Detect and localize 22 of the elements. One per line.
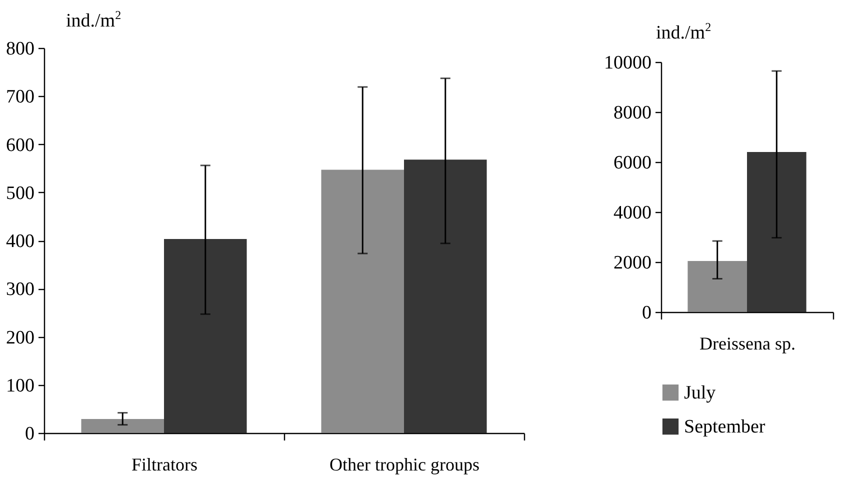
y-axis-title: ind./m$^{2}$ bbox=[66, 8, 122, 32]
y-tick-label: 300 bbox=[6, 279, 34, 300]
y-tick-label: 6000 bbox=[614, 152, 652, 174]
x-tick-label: Other trophic groups bbox=[330, 454, 480, 474]
y-tick-label: 8000 bbox=[614, 102, 652, 124]
x-tick-label: Dreissena sp. bbox=[700, 334, 796, 354]
y-tick-label: 600 bbox=[6, 134, 34, 156]
y-tick-label: 400 bbox=[6, 231, 34, 252]
y-tick-label: 200 bbox=[6, 327, 34, 348]
y-tick-label: 10000 bbox=[604, 52, 652, 74]
y-axis-title: ind./m$^{2}$ bbox=[656, 20, 712, 44]
y-tick-label: 100 bbox=[6, 375, 34, 396]
y-tick-label: 500 bbox=[6, 182, 34, 204]
legend-label: July bbox=[684, 382, 716, 404]
y-tick-label: 800 bbox=[6, 38, 34, 60]
y-tick-label: 0 bbox=[642, 302, 652, 324]
y-tick-label: 0 bbox=[25, 424, 34, 444]
legend-label: September bbox=[684, 416, 766, 438]
y-tick-label: 2000 bbox=[614, 252, 652, 274]
x-tick-label: Filtrators bbox=[132, 454, 198, 474]
y-tick-label: 700 bbox=[6, 86, 34, 108]
y-tick-label: 4000 bbox=[614, 202, 652, 224]
